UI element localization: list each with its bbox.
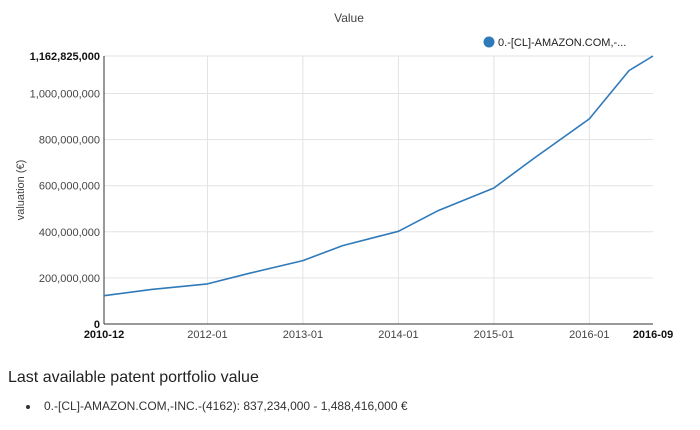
legend-marker [483,36,495,48]
legend-label: 0.-[CL]-AMAZON.COM,-... [498,37,626,49]
summary-list: 0.-[CL]-AMAZON.COM,-INC.-(4162): 837,234… [26,399,408,413]
y-tick-label: 600,000,000 [39,181,100,193]
x-tick-label: 2016-01 [569,329,609,341]
chart-canvas: Value 0 200,000,000 400,000,000 600,000,000 8… [15,11,673,341]
line-chart: Value 0 200,000,000 400,000,000 600,000,000 8… [15,11,673,341]
x-tick-label: 2016-09 [633,329,673,341]
series-line [103,55,654,297]
y-tick-label: 800,000,000 [39,135,100,147]
summary-title: Last available patent portfolio value [8,369,259,386]
y-tick-label: 200,000,000 [39,273,100,285]
x-tick-label: 2015-01 [474,329,514,341]
x-tick-label: 2012-01 [187,329,227,341]
y-axis-label: valuation (€) [15,160,27,221]
x-tick-label: 2010-12 [84,329,124,341]
x-tick-label: 2013-01 [283,329,323,341]
x-tick-label: 2014-01 [378,329,418,341]
y-tick-label: 1,000,000,000 [30,89,100,101]
y-tick-label: 0 [94,319,100,331]
summary-item: 0.-[CL]-AMAZON.COM,-INC.-(4162): 837,234… [26,399,408,413]
y-tick-label: 400,000,000 [39,227,100,239]
chart-title: Value [334,11,364,25]
y-tick-label: 1,162,825,000 [30,51,100,63]
